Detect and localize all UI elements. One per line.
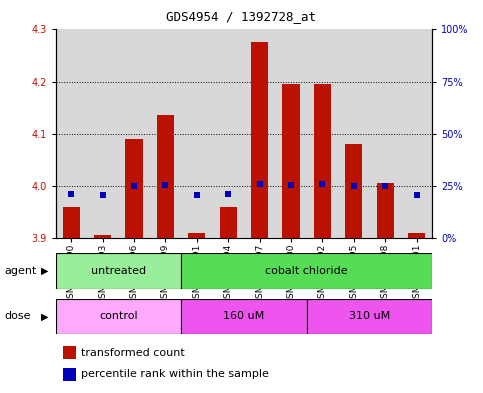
- Text: control: control: [99, 311, 138, 321]
- Text: transformed count: transformed count: [81, 348, 185, 358]
- Bar: [314, 84, 331, 238]
- Bar: [377, 183, 394, 238]
- Bar: [63, 346, 76, 359]
- Bar: [181, 299, 307, 334]
- Bar: [63, 206, 80, 238]
- Text: percentile rank within the sample: percentile rank within the sample: [81, 369, 269, 379]
- Bar: [63, 368, 76, 381]
- Bar: [56, 299, 181, 334]
- Bar: [157, 116, 174, 238]
- Bar: [251, 42, 268, 238]
- Text: cobalt chloride: cobalt chloride: [265, 266, 348, 276]
- Bar: [126, 139, 142, 238]
- Bar: [220, 206, 237, 238]
- Bar: [408, 233, 425, 238]
- Text: untreated: untreated: [91, 266, 146, 276]
- Bar: [307, 299, 432, 334]
- Text: 310 uM: 310 uM: [349, 311, 390, 321]
- Bar: [345, 144, 362, 238]
- Text: agent: agent: [5, 266, 37, 276]
- Bar: [94, 235, 111, 238]
- Text: GDS4954 / 1392728_at: GDS4954 / 1392728_at: [167, 10, 316, 23]
- Bar: [56, 253, 181, 289]
- Bar: [188, 233, 205, 238]
- Text: dose: dose: [5, 311, 31, 321]
- Text: ▶: ▶: [41, 311, 48, 321]
- Text: ▶: ▶: [41, 266, 48, 276]
- Bar: [181, 253, 432, 289]
- Text: 160 uM: 160 uM: [223, 311, 265, 321]
- Bar: [283, 84, 299, 238]
